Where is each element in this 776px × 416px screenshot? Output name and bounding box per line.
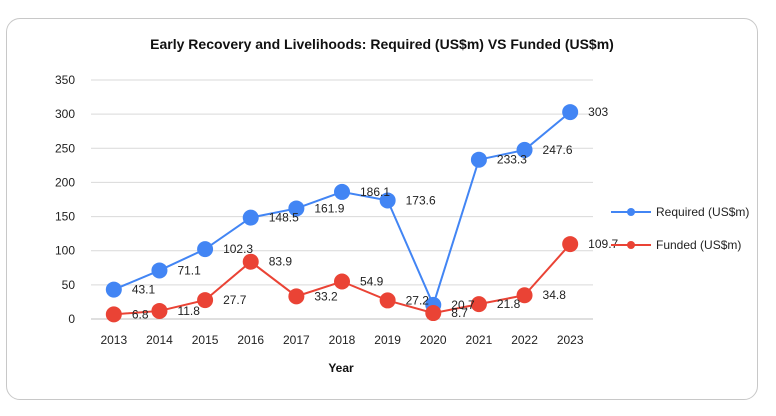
- y-tick-label: 250: [55, 141, 75, 155]
- x-axis-title: Year: [328, 361, 354, 375]
- y-tick-label: 0: [68, 312, 75, 326]
- x-tick-label: 2014: [146, 333, 173, 347]
- data-label: 11.8: [177, 304, 200, 318]
- data-label: 303: [588, 105, 608, 119]
- data-label: 102.3: [223, 242, 253, 256]
- data-point: [105, 306, 122, 323]
- data-point: [288, 200, 305, 217]
- data-label: 247.6: [543, 143, 573, 157]
- data-label: 43.1: [132, 283, 156, 297]
- x-tick-label: 2023: [557, 333, 584, 347]
- x-tick-label: 2022: [511, 333, 538, 347]
- data-point: [379, 192, 396, 209]
- y-tick-label: 100: [55, 244, 75, 258]
- data-labels: 43.1 71.1 102.3 148.5 161.9 186.1 173.6 20.7 233…: [132, 105, 619, 321]
- data-label: 161.9: [314, 201, 344, 215]
- data-label: 27.7: [223, 293, 247, 307]
- x-tick-label: 2018: [329, 333, 356, 347]
- legend-marker-0: [627, 208, 635, 216]
- data-label: 8.7: [451, 306, 468, 320]
- data-point: [197, 241, 214, 258]
- data-point: [105, 281, 122, 298]
- data-point: [516, 141, 533, 158]
- data-label: 54.9: [360, 275, 384, 289]
- data-label: 186.1: [360, 185, 390, 199]
- data-point: [470, 151, 487, 168]
- x-tick-label: 2020: [420, 333, 447, 347]
- chart-title: Early Recovery and Livelihoods: Required…: [150, 36, 614, 52]
- data-label: 27.2: [406, 293, 430, 307]
- data-point: [425, 305, 442, 322]
- series-group: [105, 104, 579, 323]
- y-tick-label: 350: [55, 73, 75, 87]
- x-tick-label: 2015: [192, 333, 219, 347]
- data-point: [470, 296, 487, 313]
- legend-marker-1: [627, 241, 635, 249]
- data-point: [562, 236, 579, 253]
- data-point: [242, 253, 259, 270]
- y-axis-ticks: 0 50 100 150 200 250 300 350: [55, 73, 75, 326]
- data-point: [151, 302, 168, 319]
- data-point: [197, 292, 214, 309]
- data-point: [242, 209, 259, 226]
- x-tick-label: 2017: [283, 333, 310, 347]
- y-tick-label: 150: [55, 210, 75, 224]
- data-label: 20.7: [451, 298, 475, 312]
- x-axis-ticks: 2013 2014 2015 2016 2017 2018 2019 2020 2021 2022…: [100, 333, 583, 347]
- x-tick-label: 2019: [374, 333, 401, 347]
- y-tick-label: 200: [55, 175, 75, 189]
- data-point: [288, 288, 305, 305]
- data-point: [562, 104, 579, 121]
- data-label: 33.2: [314, 289, 338, 303]
- x-tick-label: 2021: [466, 333, 493, 347]
- data-label: 173.6: [406, 193, 436, 207]
- data-label: 109.7: [588, 237, 618, 251]
- legend-label-0: Required (US$m): [656, 205, 749, 219]
- data-point: [379, 292, 396, 309]
- data-label: 148.5: [269, 211, 299, 225]
- y-tick-label: 300: [55, 107, 75, 121]
- gridlines: [91, 79, 593, 320]
- data-point: [516, 287, 533, 304]
- data-label: 71.1: [177, 263, 201, 277]
- x-tick-label: 2016: [237, 333, 264, 347]
- data-label: 83.9: [269, 255, 293, 269]
- x-tick-label: 2013: [100, 333, 127, 347]
- data-point: [334, 183, 350, 200]
- data-label: 233.3: [497, 153, 527, 167]
- data-label: 21.8: [497, 297, 521, 311]
- legend: Required (US$m) Funded (US$m): [611, 205, 749, 252]
- legend-label-1: Funded (US$m): [656, 238, 741, 252]
- y-tick-label: 50: [62, 278, 76, 292]
- data-label: 6.8: [132, 307, 149, 321]
- data-point: [151, 262, 168, 279]
- data-label: 34.8: [543, 288, 567, 302]
- data-point: [334, 273, 350, 290]
